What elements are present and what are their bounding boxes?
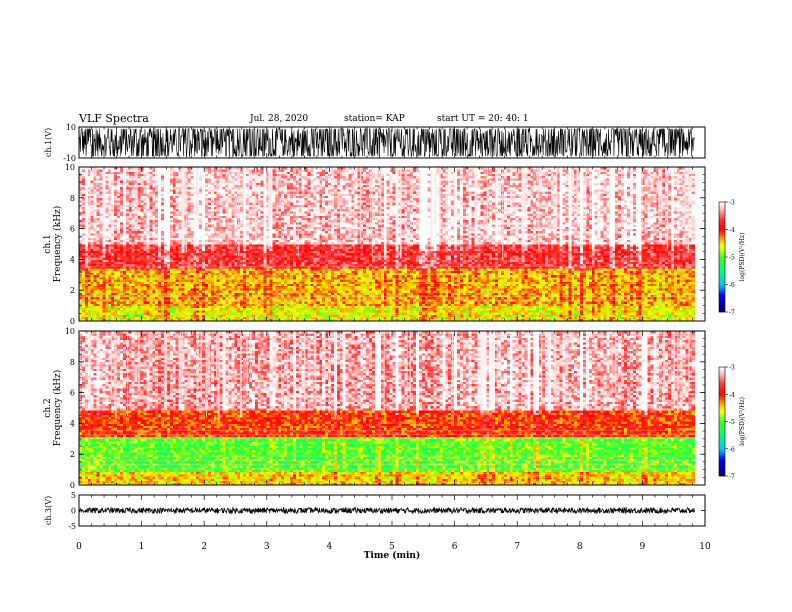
ch1-waveform-ylabel: ch.1(V) (44, 128, 53, 157)
ch1-waveform-panel: 10 -10 ch.1(V) (44, 123, 705, 163)
ch1-waveform-ytick-label: -10 (63, 154, 76, 163)
ch1-spectrogram-cells (79, 167, 695, 321)
ch1-waveform-ytick-label: 10 (66, 123, 76, 132)
vlf-spectra-chart: 10-10ch.1(V)0246810ch.1Frequency (kHz)-3… (0, 0, 792, 612)
ch1-waveform-trace (79, 128, 694, 156)
